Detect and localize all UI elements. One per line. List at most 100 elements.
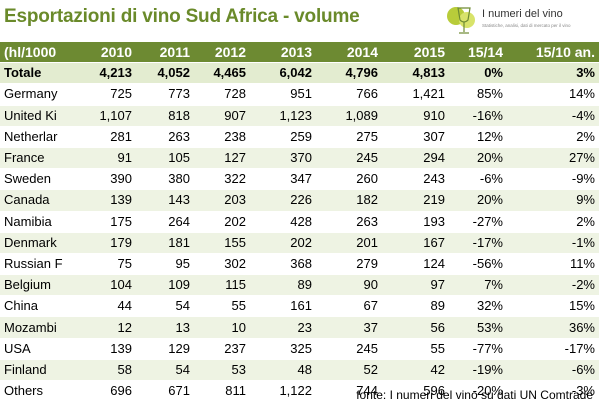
table-cell: 264 [136,211,194,233]
table-cell: 36% [507,316,599,339]
table-cell: 203 [194,189,250,212]
table-cell: 1,107 [64,105,136,127]
table-cell: 3% [507,62,599,85]
table-cell: 245 [316,338,382,360]
column-header: 2012 [194,42,250,64]
table-row: Others 696 671 811 1,122 744 596 -20% -3% [0,380,599,403]
wine-glass-icon [447,7,475,34]
table-cell: 155 [194,232,250,254]
table-cell: 428 [250,211,316,233]
table-cell: 9% [507,189,599,212]
table-cell: 238 [194,126,250,148]
table-cell: 6,042 [250,62,316,85]
column-header: 2014 [316,42,382,64]
column-header: 2010 [64,42,136,64]
table-cell: 56 [382,316,449,339]
table-cell: 12% [449,126,507,148]
table-cell: 279 [316,253,382,276]
row-label: Netherlar [0,126,64,148]
table-cell: 275 [316,126,382,148]
row-label: Germany [0,83,64,106]
table-cell: 201 [316,232,382,254]
row-label: Mozambi [0,316,64,339]
table-cell: 139 [64,189,136,212]
table-cell: 245 [316,147,382,170]
table-cell: 48 [250,359,316,382]
table-cell: 127 [194,147,250,170]
table-cell: 20% [449,189,507,212]
table-cell: 7% [449,274,507,297]
table-cell: 53% [449,316,507,339]
row-label: Others [0,380,64,403]
table-cell: 115 [194,274,250,297]
table-cell: 226 [250,189,316,212]
logo-name: I numeri del vino [482,8,563,20]
table-row: Sweden 390 380 322 347 260 243 -6% -9% [0,168,599,191]
table-cell: 193 [382,211,449,233]
table-cell: 322 [194,168,250,191]
table-cell: 1,421 [382,83,449,106]
table-cell: 260 [316,168,382,191]
table-cell: 55 [382,338,449,360]
table-row: Canada 139 143 203 226 182 219 20% 9% [0,189,599,212]
table-row: Belgium 104 109 115 89 90 97 7% -2% [0,274,599,297]
table-cell: -2% [507,274,599,297]
total-row: Totale 4,213 4,052 4,465 6,042 4,796 4,813 0% 3% [0,62,599,85]
table-cell: 13 [136,316,194,339]
table-cell: 243 [382,168,449,191]
row-label: Namibia [0,211,64,233]
table-cell: 263 [316,211,382,233]
table-cell: 85% [449,83,507,106]
table-cell: 104 [64,274,136,297]
table-cell: 696 [64,380,136,403]
table-cell: 4,213 [64,62,136,85]
header-row: (hl/1000 2010 2011 2012 2013 2014 2015 15/14 15/… [0,42,599,64]
table-cell: 23 [250,316,316,339]
table-cell: 89 [250,274,316,297]
table-cell: 97 [382,274,449,297]
table-cell: 109 [136,274,194,297]
table-cell: -6% [449,168,507,191]
table-cell: -16% [449,105,507,127]
table-cell: 263 [136,126,194,148]
table-cell: 182 [316,189,382,212]
row-label: USA [0,338,64,360]
table-cell: 2% [507,211,599,233]
table-cell: 0% [449,62,507,85]
table-cell: -19% [449,359,507,382]
table-cell: 302 [194,253,250,276]
table-cell: 818 [136,105,194,127]
table-cell: 167 [382,232,449,254]
table-cell: 728 [194,83,250,106]
table-cell: 347 [250,168,316,191]
table-cell: 1,122 [250,380,316,403]
table-row: Germany 725 773 728 951 766 1,421 85% 14% [0,83,599,106]
table-cell: 202 [194,211,250,233]
table-cell: 139 [64,338,136,360]
table-cell: -1% [507,232,599,254]
table-cell: -6% [507,359,599,382]
table-row: Mozambi 12 13 10 23 37 56 53% 36% [0,316,599,339]
table-cell: 766 [316,83,382,106]
table-cell: 294 [382,147,449,170]
table-cell: 95 [136,253,194,276]
row-label: Denmark [0,232,64,254]
table-cell: 4,796 [316,62,382,85]
table-cell: -20% [449,380,507,403]
table-cell: 161 [250,295,316,318]
table-cell: 75 [64,253,136,276]
table-cell: 725 [64,83,136,106]
table-cell: 10 [194,316,250,339]
table-row: Finland 58 54 53 48 52 42 -19% -6% [0,359,599,382]
table-cell: 42 [382,359,449,382]
table-cell: 907 [194,105,250,127]
table-cell: -27% [449,211,507,233]
table-cell: 910 [382,105,449,127]
exports-table: (hl/1000 2010 2011 2012 2013 2014 2015 15/14 15/… [0,42,599,403]
table-cell: 90 [316,274,382,297]
table-cell: 202 [250,232,316,254]
table-cell: 4,052 [136,62,194,85]
table-cell: -17% [449,232,507,254]
table-cell: 53 [194,359,250,382]
table-cell: 4,465 [194,62,250,85]
